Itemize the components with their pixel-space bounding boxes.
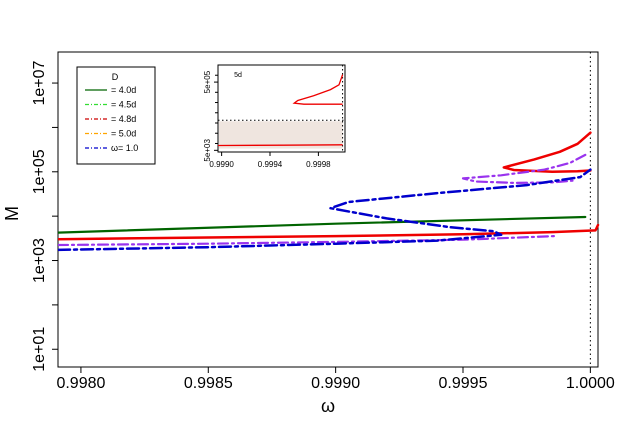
legend-box [76,66,156,165]
inset-y-tick-label: 5e+05 [203,70,212,93]
x-tick-label: 0.9980 [56,375,105,392]
series-line-1 [58,215,587,234]
series-line-6 [58,168,592,252]
inset-shaded-band [219,121,343,149]
legend-entry-2: = 4.5d [111,100,136,110]
inset-series-line-2 [218,144,343,147]
inset-label: 5d [234,72,242,79]
y-tick-label: 1e+03 [31,238,48,283]
inset-y-tick-label: 5e+03 [203,139,212,162]
inset-x-tick-label: 0.9998 [306,160,331,169]
y-tick-label: 1e+01 [31,327,48,372]
inset-x-tick-label: 0.9990 [209,160,234,169]
legend-entry-5: ω= 1.0 [111,143,138,153]
legend-entry-3: = 4.8d [111,114,136,124]
series-line-4 [58,235,556,247]
y-tick-label: 1e+05 [31,149,48,194]
legend-entry-4: = 5.0d [111,129,136,139]
y-axis-label: M [2,206,22,221]
x-axis-label: ω [321,396,335,416]
x-tick-label: 0.9995 [439,375,488,392]
legend-title: D [112,72,119,82]
inset-series-line-1 [292,74,344,105]
y-tick-label: 1e+07 [31,60,48,105]
x-tick-label: 1.0000 [566,375,615,392]
series-line-3 [502,131,592,174]
series-line-2 [58,223,600,241]
legend-entry-1: = 4.0d [111,85,136,95]
plot-frame [57,51,599,368]
x-tick-label: 0.9985 [184,375,233,392]
x-tick-label: 0.9990 [311,375,360,392]
inset-x-tick-label: 0.9994 [258,160,283,169]
